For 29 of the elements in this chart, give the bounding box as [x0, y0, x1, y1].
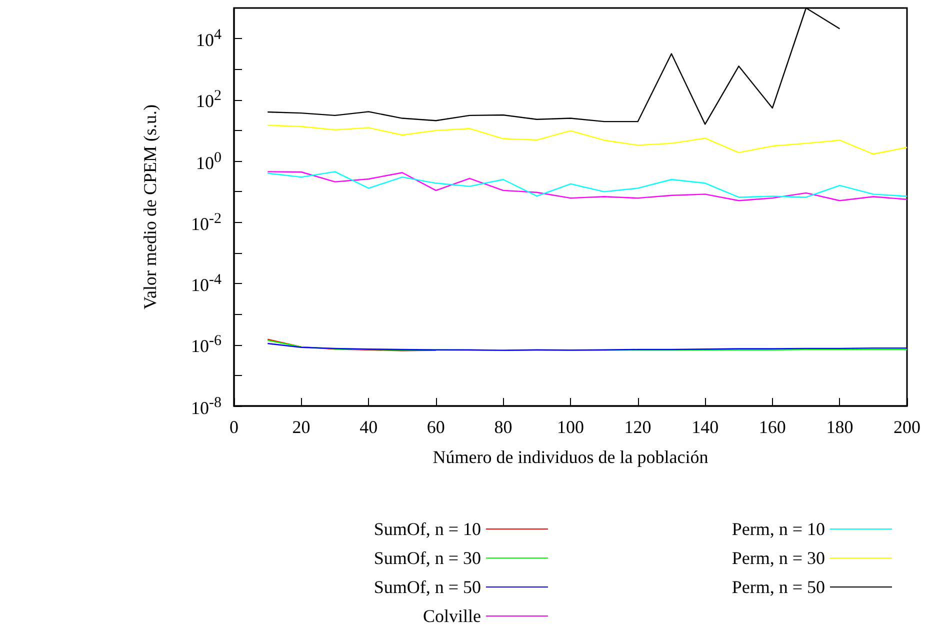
- legend-label: SumOf, n = 30: [374, 548, 481, 568]
- legend-label: SumOf, n = 10: [374, 519, 481, 539]
- x-tick-label: 140: [692, 417, 719, 437]
- y-tick-label: 10$^{4}$: [196, 27, 222, 50]
- legend-label: Perm, n = 30: [732, 548, 825, 568]
- x-tick-label: 100: [557, 417, 584, 437]
- y-tick-label: 10$^{-2}$: [191, 210, 222, 234]
- x-tick-label: 180: [826, 417, 854, 437]
- legend-label: Perm, n = 50: [732, 577, 825, 597]
- x-tick-label: 160: [758, 417, 786, 437]
- x-tick-label: 200: [894, 417, 920, 437]
- line-series: [267, 342, 908, 351]
- y-tick-label: 10$^{-4}$: [191, 272, 222, 296]
- y-tick-label: 10$^{0}$: [196, 150, 222, 173]
- line-series: [267, 124, 908, 155]
- x-tick-label: 80: [494, 417, 512, 437]
- legend-label: SumOf, n = 50: [374, 577, 481, 597]
- y-tick-label: 10$^{2}$: [196, 88, 222, 112]
- legend-label: Perm, n = 10: [732, 519, 825, 539]
- y-axis-title: Valor medio de CPEM (s.u.): [140, 104, 160, 310]
- x-tick-label: 40: [360, 417, 378, 437]
- x-axis-title: Número de individuos de la población: [432, 447, 708, 467]
- y-tick-label: 10$^{-6}$: [191, 333, 222, 356]
- x-tick-label: 20: [292, 417, 310, 437]
- legend-label: Colville: [423, 606, 482, 626]
- x-tick-label: 120: [624, 417, 652, 437]
- x-tick-label: 0: [230, 417, 238, 437]
- y-tick-label: 10$^{-8}$: [191, 394, 222, 418]
- x-tick-label: 60: [426, 417, 445, 437]
